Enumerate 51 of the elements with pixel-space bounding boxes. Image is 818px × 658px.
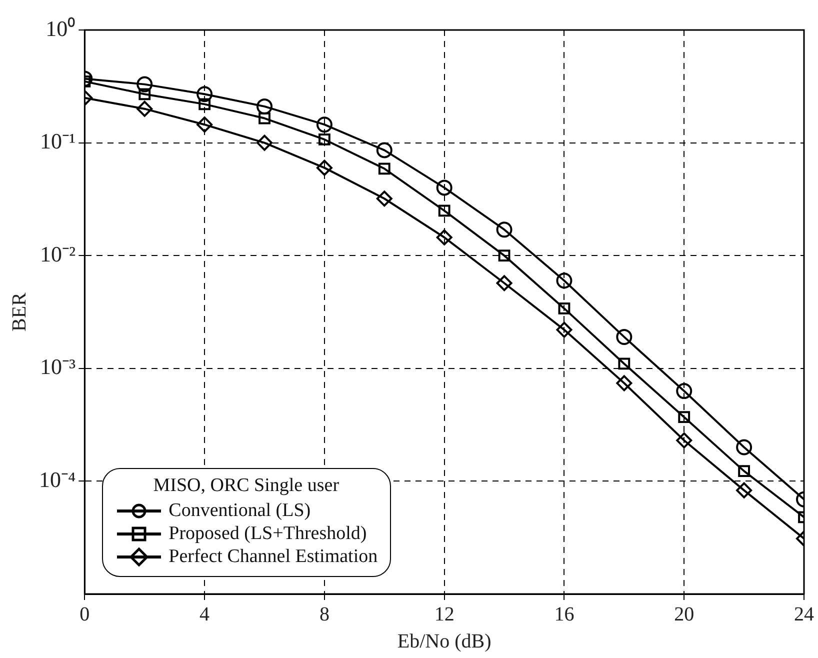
point	[198, 98, 211, 110]
point	[496, 222, 512, 238]
x-tick-label: 24	[794, 603, 814, 626]
point	[676, 383, 692, 400]
point	[436, 229, 452, 246]
point	[258, 112, 270, 124]
point	[558, 302, 570, 314]
x-tick-label: 20	[674, 603, 694, 626]
point	[498, 250, 510, 262]
point	[736, 482, 752, 498]
point	[256, 134, 273, 151]
y-tick-label: 10⁻⁴	[39, 466, 76, 492]
point	[436, 180, 452, 196]
point	[316, 116, 332, 133]
legend-label: Perfect Channel Estimation	[168, 545, 378, 568]
point	[496, 275, 512, 292]
point	[136, 76, 153, 92]
point	[676, 432, 692, 448]
point	[376, 142, 392, 158]
y-tick-label: 10⁻¹	[40, 128, 76, 154]
x-tick-label: 4	[200, 603, 210, 626]
point	[316, 160, 332, 176]
point	[616, 328, 632, 345]
point	[616, 375, 632, 392]
legend-label: Conventional (LS)	[168, 499, 311, 522]
point	[438, 204, 450, 217]
point	[556, 322, 572, 338]
point	[736, 439, 752, 456]
point	[738, 465, 750, 478]
point	[196, 86, 213, 102]
x-tick-label: 12	[434, 603, 454, 626]
point	[136, 100, 153, 117]
x-tick-label: 0	[80, 603, 90, 626]
point	[256, 98, 273, 114]
legend-label: Proposed (LS+Threshold)	[168, 522, 367, 545]
point	[318, 134, 330, 146]
y-tick-label: 10⁻²	[40, 241, 76, 266]
point	[376, 190, 392, 207]
legend-title: MISO, ORC Single user	[152, 475, 340, 497]
point	[138, 88, 151, 100]
point	[618, 358, 630, 370]
point	[196, 116, 213, 133]
y-axis-title: BER	[8, 292, 30, 332]
point	[678, 411, 690, 424]
point	[556, 272, 572, 289]
x-tick-label: 16	[554, 603, 574, 626]
y-tick-label: 10⁰	[46, 16, 76, 41]
x-axis-title: Eb/No (dB)	[397, 630, 492, 652]
x-tick-label: 8	[319, 603, 330, 626]
y-tick-label: 10⁻³	[40, 354, 76, 380]
point	[378, 162, 390, 175]
